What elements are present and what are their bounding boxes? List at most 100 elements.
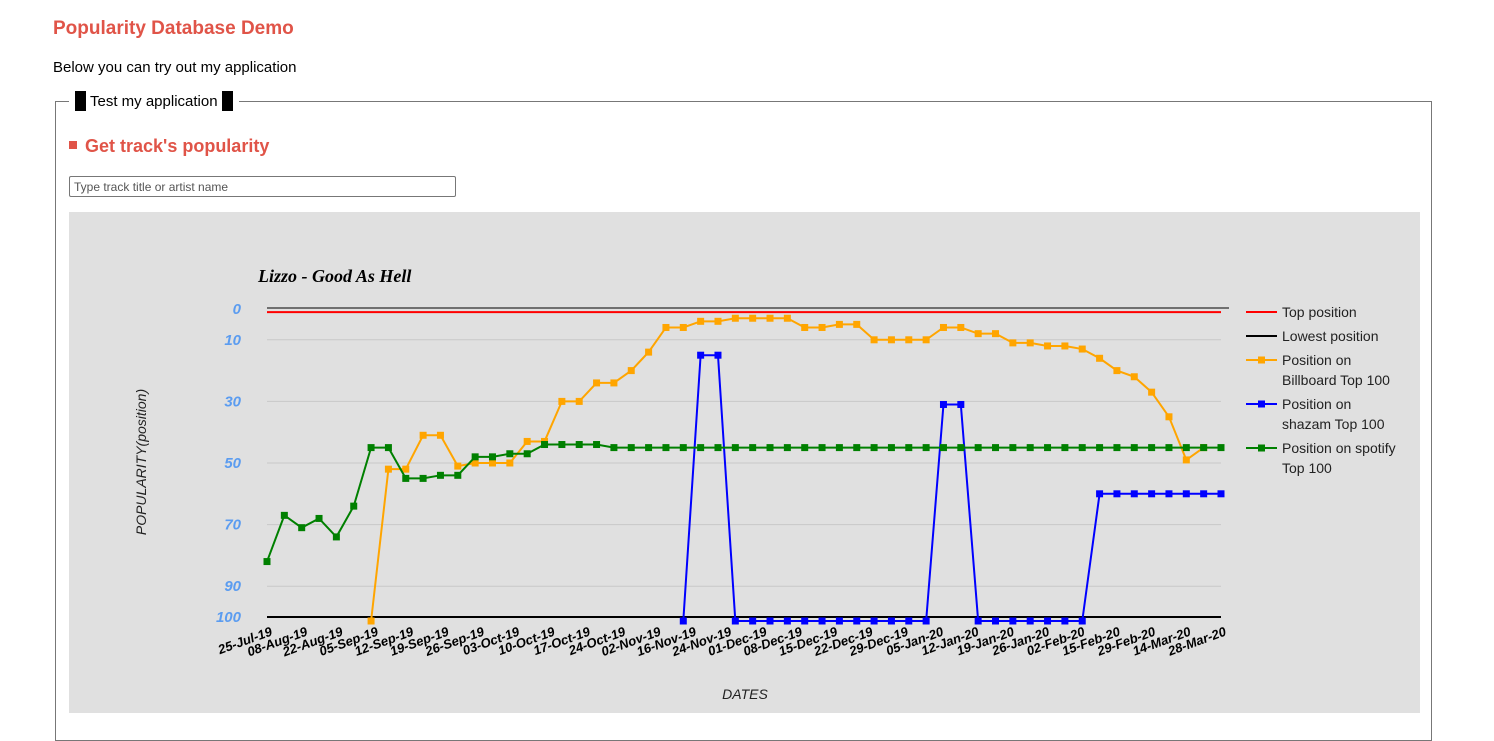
data-point (697, 444, 705, 452)
data-point (783, 617, 791, 625)
data-point (1182, 490, 1190, 498)
legend-entry: Position on spotify Top 100 (1246, 440, 1396, 476)
data-point (384, 465, 392, 473)
data-point (801, 323, 809, 331)
legend-label: Top 100 (1282, 460, 1332, 476)
data-point (1078, 444, 1086, 452)
data-point (1061, 617, 1069, 625)
data-point (905, 336, 913, 344)
data-point (662, 323, 670, 331)
data-point (679, 444, 687, 452)
data-point (506, 450, 514, 458)
data-point (1165, 413, 1173, 421)
data-point (783, 444, 791, 452)
legend-swatch-marker (1258, 444, 1265, 452)
data-point (593, 441, 601, 449)
data-point (801, 617, 809, 625)
legend-label: Top position (1282, 304, 1357, 320)
data-point (523, 437, 531, 445)
data-point (1044, 617, 1052, 625)
data-point (697, 317, 705, 325)
data-point (367, 617, 375, 625)
data-point (957, 400, 965, 408)
data-point (1061, 342, 1069, 350)
data-point (818, 323, 826, 331)
data-point (1078, 617, 1086, 625)
data-point (402, 474, 410, 482)
data-point (1113, 490, 1121, 498)
data-point (1078, 345, 1086, 353)
data-point (870, 444, 878, 452)
data-point (766, 617, 774, 625)
series-position-on-shazam-top-100 (679, 351, 1225, 625)
square-bullet-icon (69, 141, 77, 150)
data-point (662, 444, 670, 452)
page-title: Popularity Database Demo (53, 18, 294, 39)
data-point (974, 444, 982, 452)
data-point (870, 336, 878, 344)
legend-label: Position on spotify (1282, 440, 1396, 456)
data-point (593, 379, 601, 387)
data-point (818, 444, 826, 452)
data-point (922, 617, 930, 625)
data-point (853, 444, 861, 452)
section-title: Get track's popularity (69, 136, 269, 157)
data-point (905, 617, 913, 625)
data-point (541, 441, 549, 449)
data-point (419, 474, 427, 482)
data-point (1165, 490, 1173, 498)
series-position-on-spotify-top-100 (263, 441, 1225, 566)
data-point (714, 317, 722, 325)
y-tick-label: 50 (224, 455, 241, 472)
data-point (870, 617, 878, 625)
data-point (853, 617, 861, 625)
data-point (454, 471, 462, 479)
data-point (697, 351, 705, 359)
y-tick-label: 10 (224, 332, 241, 349)
data-point (783, 314, 791, 322)
data-point (731, 617, 739, 625)
legend-block-left-icon (75, 91, 86, 111)
y-axis-label: POPULARITY(position) (133, 389, 149, 535)
data-point (939, 444, 947, 452)
data-point (1009, 617, 1017, 625)
track-search-input[interactable] (69, 176, 456, 197)
data-point (939, 400, 947, 408)
data-point (1200, 444, 1208, 452)
data-point (488, 453, 496, 461)
data-point (1009, 339, 1017, 347)
popularity-chart: Lizzo - Good As Hell POPULARITY(position… (69, 212, 1420, 713)
data-point (627, 444, 635, 452)
data-point (298, 524, 306, 532)
y-tick-label: 0 (233, 301, 242, 318)
data-point (1061, 444, 1069, 452)
data-point (1130, 490, 1138, 498)
data-point (749, 617, 757, 625)
data-point (627, 367, 635, 375)
data-point (454, 462, 462, 470)
data-point (332, 533, 340, 541)
x-axis-label: DATES (722, 686, 768, 702)
data-point (905, 444, 913, 452)
data-point (575, 441, 583, 449)
data-point (558, 441, 566, 449)
legend-entry: Lowest position (1246, 328, 1379, 344)
data-point (1044, 444, 1052, 452)
intro-text: Below you can try out my application (53, 59, 297, 76)
data-point (731, 314, 739, 322)
section-title-label: Get track's popularity (85, 136, 270, 156)
data-point (835, 444, 843, 452)
chart-title: Lizzo - Good As Hell (257, 266, 411, 286)
data-point (645, 444, 653, 452)
data-point (523, 450, 531, 458)
data-point (558, 397, 566, 405)
data-point (922, 444, 930, 452)
data-point (610, 444, 618, 452)
data-point (1009, 444, 1017, 452)
data-point (367, 444, 375, 452)
legend-entry: Top position (1246, 304, 1357, 320)
data-point (1148, 388, 1156, 396)
data-point (887, 336, 895, 344)
series-position-on-billboard-top-100 (367, 314, 1208, 625)
data-point (488, 459, 496, 467)
